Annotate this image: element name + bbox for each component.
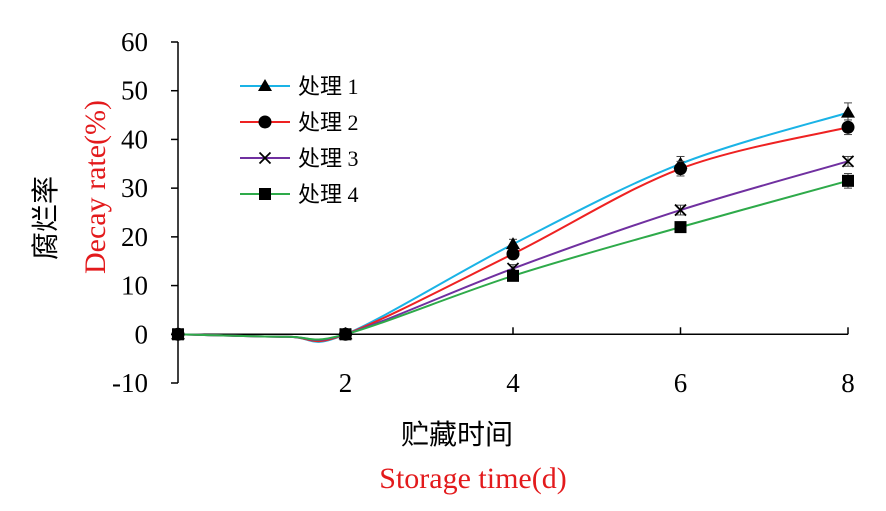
data-point-series-1 bbox=[506, 237, 520, 250]
legend-marker bbox=[258, 151, 272, 165]
ticks: 60 50 40 30 20 10 0 -10 2 4 6 8 bbox=[112, 27, 855, 398]
series-lines bbox=[177, 111, 849, 343]
x-axis-title-en: Storage time(d) bbox=[379, 462, 566, 495]
y-tick-label: 60 bbox=[121, 27, 148, 57]
x-axis-title-cn: 贮藏时间 bbox=[401, 418, 513, 451]
data-point-series-3 bbox=[674, 203, 687, 217]
legend-label: 处理 2 bbox=[298, 110, 359, 135]
legend-marker bbox=[258, 79, 272, 91]
legend-marker bbox=[258, 115, 272, 129]
y-tick-label: 50 bbox=[121, 76, 148, 106]
legend-label: 处理 4 bbox=[298, 182, 359, 207]
series-line-4 bbox=[177, 179, 849, 341]
legend-marker bbox=[259, 188, 271, 200]
data-point-series-4 bbox=[172, 328, 184, 341]
series-markers bbox=[171, 102, 855, 341]
x-tick-label: 4 bbox=[506, 368, 520, 398]
legend: 处理 1 处理 2 处理 3 处理 4 bbox=[240, 74, 359, 207]
x-tick-label: 2 bbox=[339, 368, 353, 398]
legend-item-4: 处理 4 bbox=[240, 182, 359, 207]
data-point-series-3 bbox=[841, 155, 855, 168]
legend-label: 处理 3 bbox=[298, 146, 359, 171]
data-point-series-2 bbox=[674, 162, 687, 176]
y-axis-title-cn: 腐烂率 bbox=[29, 176, 62, 260]
x-tick-label: 8 bbox=[841, 368, 855, 398]
legend-item-1: 处理 1 bbox=[240, 74, 359, 99]
y-tick-label: 0 bbox=[135, 319, 149, 349]
y-tick-label: 10 bbox=[121, 271, 148, 301]
data-point-series-4 bbox=[674, 221, 687, 234]
data-point-series-4 bbox=[339, 328, 352, 341]
y-tick-label: 40 bbox=[121, 124, 148, 154]
y-tick-label: 30 bbox=[121, 173, 148, 203]
data-point-series-2 bbox=[506, 247, 520, 261]
series-line-1 bbox=[177, 111, 849, 343]
y-tick-label: -10 bbox=[112, 368, 148, 398]
legend-item-2: 处理 2 bbox=[240, 110, 359, 135]
legend-item-3: 处理 3 bbox=[240, 146, 359, 171]
y-tick-label: 20 bbox=[121, 222, 148, 252]
data-point-series-4 bbox=[507, 269, 519, 282]
x-tick-label: 6 bbox=[674, 368, 688, 398]
series-line-2 bbox=[177, 126, 849, 343]
data-point-series-1 bbox=[841, 105, 855, 118]
data-point-series-4 bbox=[842, 174, 854, 187]
y-axis-title-en: Decay rate(%) bbox=[79, 100, 112, 274]
data-point-series-2 bbox=[841, 120, 855, 134]
legend-label: 处理 1 bbox=[298, 74, 359, 99]
